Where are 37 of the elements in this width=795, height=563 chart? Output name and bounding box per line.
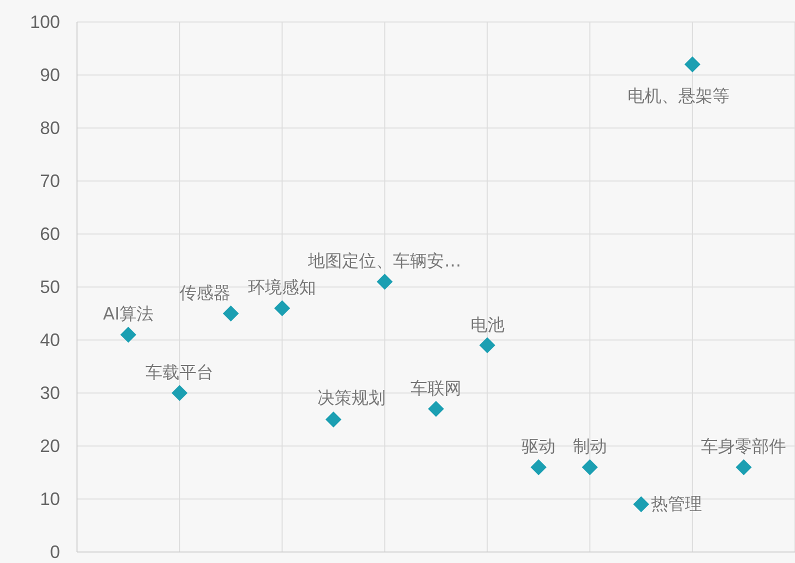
series-label: 热管理: [651, 494, 702, 514]
y-tick-label: 20: [40, 436, 60, 456]
y-tick-label: 100: [30, 12, 60, 32]
y-tick-label: 40: [40, 330, 60, 350]
series-label: AI算法: [102, 304, 154, 325]
point: [172, 385, 188, 401]
point: [582, 459, 598, 476]
y-tick-label: 70: [40, 171, 60, 191]
series-label: 电机、悬架等: [627, 86, 730, 106]
y-tick-label: 30: [40, 383, 60, 403]
series-label: 决策规划: [317, 388, 386, 408]
point: [479, 337, 496, 354]
point: [376, 274, 393, 290]
point: [736, 459, 752, 476]
series-label: 车联网: [410, 378, 462, 399]
series-label: 驱动: [522, 437, 556, 458]
point: [530, 459, 547, 476]
series-label: 环境感知: [248, 278, 316, 298]
y-tick-label: 60: [40, 224, 60, 244]
y-tick-label: 80: [40, 118, 60, 138]
point: [274, 300, 290, 316]
series-label: 传感器: [179, 284, 230, 304]
point: [633, 496, 650, 512]
y-tick-label: 90: [40, 65, 60, 85]
y-tick-label: 10: [40, 489, 60, 509]
point: [325, 412, 342, 428]
point: [222, 306, 239, 322]
y-tick-label: 50: [40, 277, 60, 297]
series-label: 地图定位、车辆安…: [307, 252, 462, 272]
series-label: 车身零部件: [701, 437, 786, 458]
point: [120, 326, 136, 343]
point: [684, 56, 700, 72]
series-label: 电池: [470, 315, 504, 336]
point: [428, 400, 444, 417]
series-label: 车载平台: [146, 363, 214, 383]
series-label: 制动: [572, 437, 607, 458]
y-tick-label: 0: [50, 542, 60, 562]
